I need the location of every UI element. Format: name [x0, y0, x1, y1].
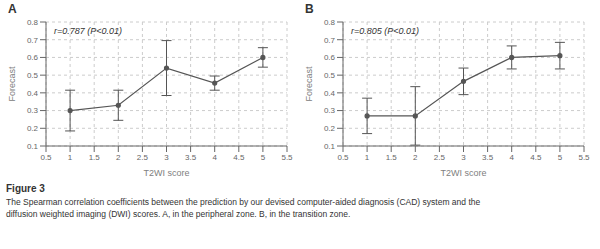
svg-text:0.3: 0.3	[324, 106, 336, 115]
html-text:r=0.805 (P<0.01): r=0.805 (P<0.01)	[351, 26, 419, 36]
svg-text:3: 3	[461, 153, 466, 162]
svg-text:3.5: 3.5	[185, 153, 197, 162]
svg-text:0.6: 0.6	[27, 53, 39, 62]
svg-text:T2WI score: T2WI score	[440, 168, 486, 176]
svg-text:0.2: 0.2	[27, 124, 39, 133]
html-text:Figure 3: Figure 3	[6, 183, 45, 194]
svg-text:0.5: 0.5	[40, 153, 52, 162]
svg-text:3.5: 3.5	[482, 153, 494, 162]
svg-text:0.7: 0.7	[27, 36, 39, 45]
svg-text:5.5: 5.5	[578, 153, 590, 162]
html-text:r=0.787 (P<0.01): r=0.787 (P<0.01)	[54, 26, 122, 36]
svg-text:0.8: 0.8	[324, 18, 336, 27]
svg-text:4: 4	[212, 153, 217, 162]
svg-text:2: 2	[413, 153, 418, 162]
html-text:A: A	[8, 2, 17, 16]
svg-text:0.4: 0.4	[27, 89, 39, 98]
svg-text:5.5: 5.5	[281, 153, 293, 162]
svg-text:4.5: 4.5	[233, 153, 245, 162]
svg-text:3: 3	[164, 153, 169, 162]
html-text:diffusion weighted imaging (DW: diffusion weighted imaging (DWI) scores.…	[6, 209, 351, 219]
svg-text:4: 4	[509, 153, 514, 162]
svg-text:5: 5	[558, 153, 563, 162]
svg-text:2: 2	[116, 153, 121, 162]
html-text:The Spearman correlation coeff: The Spearman correlation coefficients be…	[6, 197, 481, 207]
svg-text:0.5: 0.5	[337, 153, 349, 162]
svg-text:0.7: 0.7	[324, 36, 336, 45]
svg-text:T2WI score: T2WI score	[143, 168, 189, 176]
svg-text:0.3: 0.3	[27, 106, 39, 115]
svg-text:1: 1	[365, 153, 370, 162]
svg-text:0.1: 0.1	[27, 142, 39, 151]
svg-text:0.4: 0.4	[324, 89, 336, 98]
svg-text:5: 5	[261, 153, 266, 162]
svg-text:0.8: 0.8	[27, 18, 39, 27]
svg-text:1.5: 1.5	[89, 153, 101, 162]
svg-text:2.5: 2.5	[137, 153, 149, 162]
svg-text:2.5: 2.5	[434, 153, 446, 162]
svg-text:0.5: 0.5	[27, 71, 39, 80]
svg-text:0.5: 0.5	[324, 71, 336, 80]
svg-text:4.5: 4.5	[530, 153, 542, 162]
svg-text:Forecast: Forecast	[8, 66, 17, 102]
svg-text:1.5: 1.5	[386, 153, 398, 162]
svg-text:0.6: 0.6	[324, 53, 336, 62]
html-text:B: B	[305, 2, 314, 16]
svg-text:0.1: 0.1	[324, 142, 336, 151]
svg-text:0.2: 0.2	[324, 124, 336, 133]
svg-text:1: 1	[68, 153, 73, 162]
svg-text:Forecast: Forecast	[304, 66, 314, 102]
